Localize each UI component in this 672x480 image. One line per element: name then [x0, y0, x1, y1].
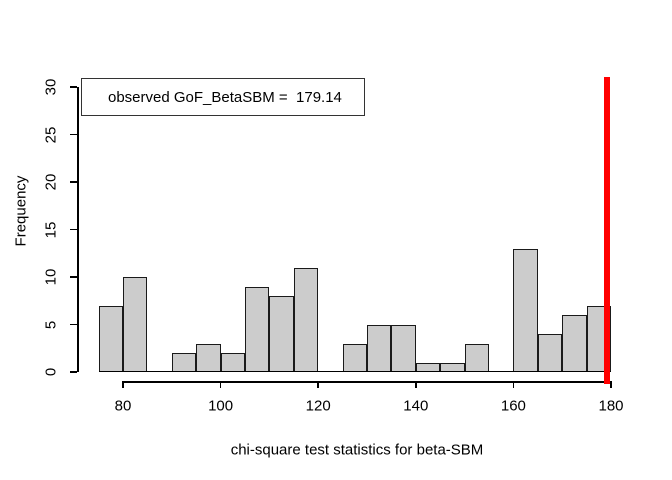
y-axis-tick [70, 228, 77, 231]
x-axis-label: chi-square test statistics for beta-SBM [230, 441, 484, 459]
x-axis-tick [219, 381, 222, 388]
x-axis-tick [122, 381, 124, 388]
x-tick-label: 80 [114, 397, 132, 415]
x-axis-tick [317, 381, 319, 388]
histogram-bar [342, 343, 367, 372]
histogram-bar [220, 353, 245, 372]
y-tick-label: 10 [42, 268, 60, 286]
x-tick-label: 140 [403, 397, 429, 415]
y-axis-tick [70, 86, 77, 88]
y-axis-tick [70, 133, 77, 136]
y-axis-tick [70, 276, 77, 278]
histogram-baseline [98, 370, 611, 372]
histogram-bar [123, 277, 148, 372]
histogram-bar [562, 315, 587, 372]
histogram-bar [293, 267, 319, 372]
histogram-bar [513, 248, 538, 372]
y-tick-label: 25 [42, 126, 60, 143]
histogram-bar [245, 286, 270, 372]
histogram-bar [98, 305, 123, 372]
histogram-bar [196, 343, 221, 372]
x-axis-tick [610, 381, 612, 388]
histogram-bar [367, 324, 392, 372]
legend-box: observed GoF_BetaSBM = 179.14 [81, 78, 365, 116]
x-axis-tick [415, 381, 417, 388]
histogram-bar [171, 353, 197, 372]
x-tick-label: 120 [305, 397, 331, 415]
y-tick-label: 5 [42, 320, 60, 329]
legend-text: observed GoF_BetaSBM = 179.14 [108, 88, 342, 106]
x-axis-tick [512, 381, 515, 388]
x-tick-label: 100 [208, 397, 234, 415]
x-tick-label: 180 [598, 397, 624, 415]
y-tick-label: 20 [42, 173, 60, 191]
y-tick-label: 0 [42, 367, 60, 377]
histogram-bar [269, 296, 294, 372]
y-axis-tick [70, 323, 77, 326]
x-tick-label: 160 [500, 397, 526, 415]
observed-statistic-line [603, 77, 610, 384]
y-axis-line [77, 87, 79, 372]
y-tick-label: 30 [42, 78, 60, 96]
x-axis-line [123, 381, 611, 383]
y-axis-label: Frequency [12, 175, 30, 247]
y-tick-label: 15 [42, 221, 60, 238]
histogram-bar [391, 324, 416, 372]
histogram-bar [537, 334, 563, 372]
y-axis-tick [70, 181, 77, 183]
histogram-bar [464, 343, 489, 372]
y-axis-tick [70, 371, 77, 373]
